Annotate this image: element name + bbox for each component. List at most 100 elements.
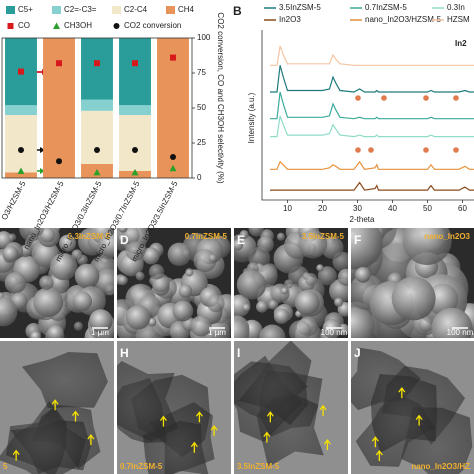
marker bbox=[56, 158, 62, 165]
grain bbox=[125, 304, 151, 330]
legend-label: 0.7InZSM-5 bbox=[365, 3, 407, 12]
grain bbox=[89, 309, 113, 333]
pointer-arrow bbox=[71, 410, 80, 422]
xrd-panel: 10 20 30 40 50 60 2-theta In2 3.5InZSM-5 0.7InZSM… bbox=[261, 3, 474, 224]
pointer-arrow bbox=[319, 404, 327, 416]
pointer-arrow bbox=[266, 411, 274, 423]
grain bbox=[334, 297, 344, 307]
legend-label: nano_In2O3/HZSM-5 bbox=[365, 15, 442, 24]
y-axis-label: CO2 conversion, CO and CH3OH selectivity… bbox=[216, 12, 225, 184]
grain bbox=[178, 284, 193, 298]
particle bbox=[6, 405, 86, 474]
panel-label: 3.5InZSM-5 bbox=[237, 462, 280, 471]
grain bbox=[172, 300, 194, 322]
grain bbox=[142, 247, 160, 265]
x-axis-label: 2-theta bbox=[350, 215, 375, 224]
x-tick-label: 60 bbox=[458, 204, 467, 213]
grain bbox=[4, 271, 27, 294]
pointer-arrow bbox=[210, 425, 218, 437]
legend-swatch bbox=[52, 6, 61, 14]
grain bbox=[351, 228, 383, 270]
panel-label: nano_In2O3/HZ bbox=[411, 462, 470, 471]
phase-dot bbox=[381, 95, 387, 101]
pointer-arrow bbox=[12, 449, 20, 461]
grain bbox=[121, 228, 140, 245]
panel-letter: F bbox=[354, 233, 361, 247]
grain bbox=[351, 307, 375, 338]
pointer-arrow bbox=[371, 436, 379, 448]
grain bbox=[59, 234, 77, 252]
marker bbox=[131, 168, 139, 176]
marker bbox=[132, 60, 138, 67]
micrograph bbox=[117, 228, 231, 338]
grain bbox=[47, 325, 64, 338]
y-tick-label: 75 bbox=[197, 68, 206, 77]
bar-segment bbox=[5, 105, 37, 115]
legend-swatch bbox=[112, 6, 121, 14]
panel-letter: I bbox=[237, 346, 240, 360]
grain bbox=[118, 228, 128, 233]
xrd-line bbox=[270, 65, 474, 93]
marker bbox=[169, 164, 177, 172]
marker bbox=[170, 54, 176, 61]
axes bbox=[261, 30, 474, 201]
scale-label: 1 µm bbox=[208, 328, 226, 337]
grain bbox=[242, 303, 251, 312]
phase-dot bbox=[368, 147, 374, 153]
pointer-arrow bbox=[415, 414, 423, 426]
scale-label: 100 nm bbox=[321, 328, 348, 337]
panel-label: 0.7InZSM-5 bbox=[120, 462, 163, 471]
micrograph bbox=[234, 228, 348, 338]
grain bbox=[8, 233, 17, 242]
grain bbox=[98, 232, 114, 258]
panel-letter: B bbox=[233, 4, 242, 18]
panel-label: nano_In2O3 bbox=[424, 232, 470, 241]
marker bbox=[56, 60, 62, 67]
marker bbox=[18, 147, 24, 153]
pointer-arrow bbox=[51, 399, 59, 411]
grain bbox=[298, 229, 328, 259]
phase-dot bbox=[453, 95, 459, 101]
legend-label: 3.5InZSM-5 bbox=[279, 3, 321, 12]
grain bbox=[355, 266, 371, 283]
phase-dot bbox=[355, 95, 361, 101]
scale-label: 1 µm bbox=[91, 328, 109, 337]
grain bbox=[337, 268, 348, 286]
x-tick-label: 50 bbox=[423, 204, 432, 213]
micrograph bbox=[351, 341, 474, 474]
grain bbox=[239, 229, 249, 239]
y-tick-label: 25 bbox=[197, 138, 206, 147]
marker bbox=[93, 168, 101, 176]
grain bbox=[426, 283, 459, 316]
pointer-arrow bbox=[323, 439, 331, 451]
legend-swatch bbox=[6, 6, 15, 14]
panel-letter: H bbox=[120, 346, 129, 360]
grain bbox=[33, 287, 64, 318]
marker bbox=[170, 154, 176, 160]
legend-label: CH4 bbox=[178, 5, 195, 14]
grain bbox=[185, 268, 194, 277]
grain bbox=[95, 268, 114, 294]
y-axis-label: Intensity (a.u.) bbox=[247, 92, 256, 143]
legend-label: CH3OH bbox=[64, 21, 92, 30]
y-tick-label: 0 bbox=[197, 173, 202, 182]
grain bbox=[30, 331, 41, 338]
grain bbox=[74, 263, 100, 289]
grain bbox=[39, 228, 56, 243]
pointer-arrow bbox=[195, 411, 203, 423]
grain bbox=[167, 242, 192, 266]
grain bbox=[273, 308, 290, 324]
micrograph bbox=[0, 341, 114, 474]
grain bbox=[71, 249, 83, 261]
bar-segment bbox=[5, 115, 37, 173]
x-tick-label: O3/HZSM-5 bbox=[0, 179, 28, 221]
particle bbox=[370, 374, 438, 453]
phase-dot bbox=[423, 95, 429, 101]
grain bbox=[234, 318, 250, 338]
panel-letter: E bbox=[237, 233, 245, 247]
legend-label: 0.3In bbox=[447, 3, 465, 12]
micrograph bbox=[117, 341, 231, 474]
pointer-arrow bbox=[190, 441, 198, 453]
legend-label: C2=-C3= bbox=[64, 5, 97, 14]
